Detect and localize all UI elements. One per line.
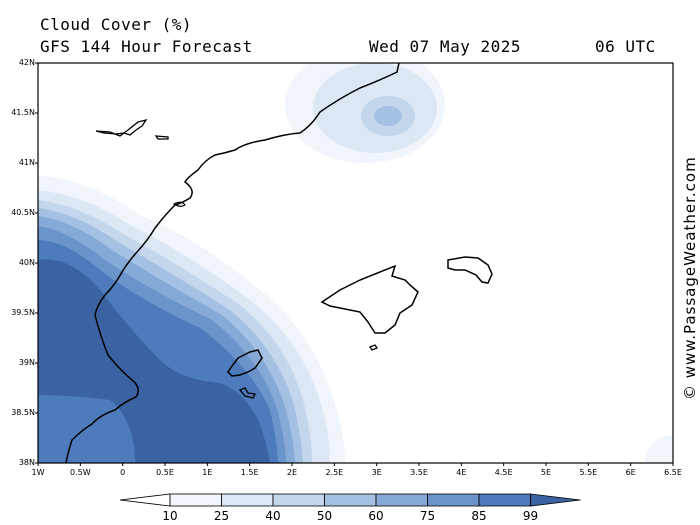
legend-min-arrow <box>119 493 171 507</box>
latitude-label: 42N <box>18 58 35 67</box>
forecast-subtitle: GFS 144 Hour Forecast <box>40 37 253 56</box>
legend-level-label: 10 <box>162 509 178 523</box>
chart-title: Cloud Cover (%) <box>40 15 192 34</box>
ibiza-island <box>227 349 263 377</box>
legend-level-label: 50 <box>316 509 333 523</box>
longitude-label: 6E <box>625 468 636 477</box>
axis-ticks <box>35 62 674 466</box>
cabrera-island <box>369 344 378 351</box>
longitude-label: 5.5E <box>579 468 598 477</box>
legend-level-label: 85 <box>471 509 487 523</box>
longitude-label: 3E <box>371 468 382 477</box>
latitude-label: 41.5N <box>11 108 35 117</box>
formentera-island <box>238 387 256 399</box>
menorca-island <box>447 256 493 284</box>
longitude-label: 3.5E <box>410 468 428 477</box>
latitude-label: 39N <box>18 358 35 367</box>
latitude-label: 38.5N <box>11 408 35 417</box>
longitude-label: 1E <box>202 468 213 477</box>
ebro-delta <box>172 201 186 207</box>
legend-swatch <box>427 493 480 507</box>
forecast-date: Wed 07 May 2025 <box>369 37 521 56</box>
legend-max-arrow <box>530 493 581 507</box>
legend-swatch <box>324 493 377 507</box>
latitude-label: 41N <box>18 158 35 167</box>
legend-level-label: 25 <box>213 509 230 523</box>
longitude-label: 4.5E <box>494 468 513 477</box>
cloud-contours <box>38 63 673 463</box>
latitude-label: 38N <box>18 458 35 467</box>
legend-swatch <box>478 493 531 507</box>
longitude-label: 1.5E <box>240 468 259 477</box>
southeast-cloud <box>645 435 673 463</box>
longitude-label: 0.5W <box>70 468 91 477</box>
legend-swatch <box>221 493 274 507</box>
legend-colorbar <box>119 493 581 507</box>
longitude-label: 5E <box>540 468 552 477</box>
longitude-label: 6.5E <box>664 468 682 477</box>
legend-swatch <box>169 493 222 507</box>
longitude-label: 4E <box>456 468 467 477</box>
longitude-label: 2E <box>286 468 298 477</box>
legend-swatch <box>375 493 428 507</box>
coast-fragment-north <box>95 118 148 137</box>
longitude-label: 2.5E <box>325 468 344 477</box>
legend-level-label: 40 <box>265 509 281 523</box>
longitude-label: 1W <box>31 468 45 477</box>
forecast-time: 06 UTC <box>595 37 656 56</box>
mallorca-island <box>320 264 419 334</box>
north-cloud-core <box>374 106 402 126</box>
legend-level-label: 75 <box>419 509 436 523</box>
longitude-label: 0 <box>120 468 126 477</box>
legend-swatch <box>272 493 325 507</box>
latitude-label: 39.5N <box>11 308 35 317</box>
longitude-label: 0.5E <box>156 468 174 477</box>
coast-fragment-small <box>154 135 169 140</box>
watermark-text: © www.PassageWeather.com <box>681 156 699 400</box>
latitude-label: 40N <box>18 258 35 267</box>
spain-coastline <box>65 63 400 463</box>
latitude-label: 40.5N <box>11 208 35 217</box>
legend-level-label: 60 <box>368 509 384 523</box>
legend-level-label: 99 <box>522 509 539 523</box>
